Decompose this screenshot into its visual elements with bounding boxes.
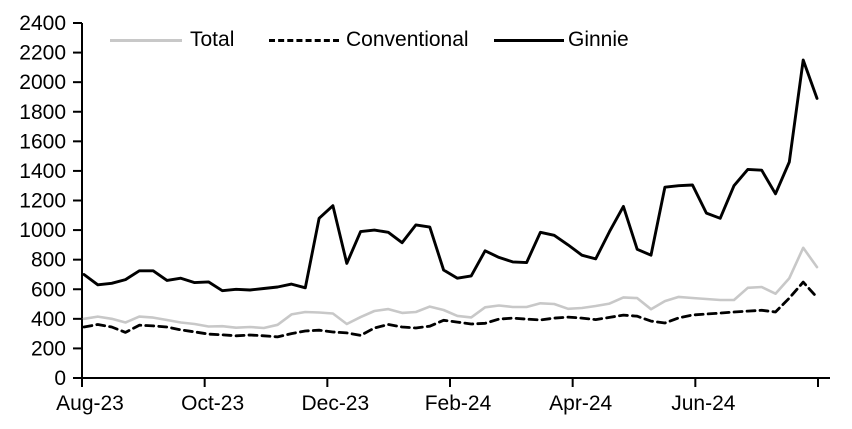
- y-tick-label: 1000: [19, 219, 66, 242]
- y-tick-label: 1800: [19, 101, 66, 124]
- x-tick-label: Apr-24: [549, 392, 612, 415]
- y-tick-label: 0: [54, 367, 66, 390]
- y-tick-label: 1200: [19, 190, 66, 213]
- x-tick-label: Oct-23: [181, 392, 244, 415]
- legend-label-total: Total: [190, 28, 235, 51]
- y-tick-label: 800: [31, 249, 66, 272]
- x-tick-label: Feb-24: [425, 392, 492, 415]
- y-tick-label: 1600: [19, 130, 66, 153]
- total-line: [82, 246, 819, 330]
- legend-conventional-line-sample: [269, 39, 339, 42]
- y-tick-label: 2000: [19, 71, 66, 94]
- y-tick-label: 2400: [19, 12, 66, 35]
- legend-label-conventional: Conventional: [346, 28, 469, 51]
- y-tick-label: 200: [31, 337, 66, 360]
- y-tick-label: 400: [31, 308, 66, 331]
- x-tick-label: Dec-23: [301, 392, 369, 415]
- x-tick-label: Aug-23: [56, 392, 124, 415]
- legend-label-ginnie: Ginnie: [568, 28, 629, 51]
- conventional-line: [82, 280, 819, 339]
- x-tick-label: Jun-24: [671, 392, 736, 415]
- ginnie-line: [82, 58, 819, 293]
- legend-ginnie-line-sample: [494, 39, 564, 42]
- y-tick-label: 600: [31, 278, 66, 301]
- y-tick-label: 2200: [19, 42, 66, 65]
- y-tick-label: 1400: [19, 160, 66, 183]
- legend-total-line-sample: [110, 39, 182, 42]
